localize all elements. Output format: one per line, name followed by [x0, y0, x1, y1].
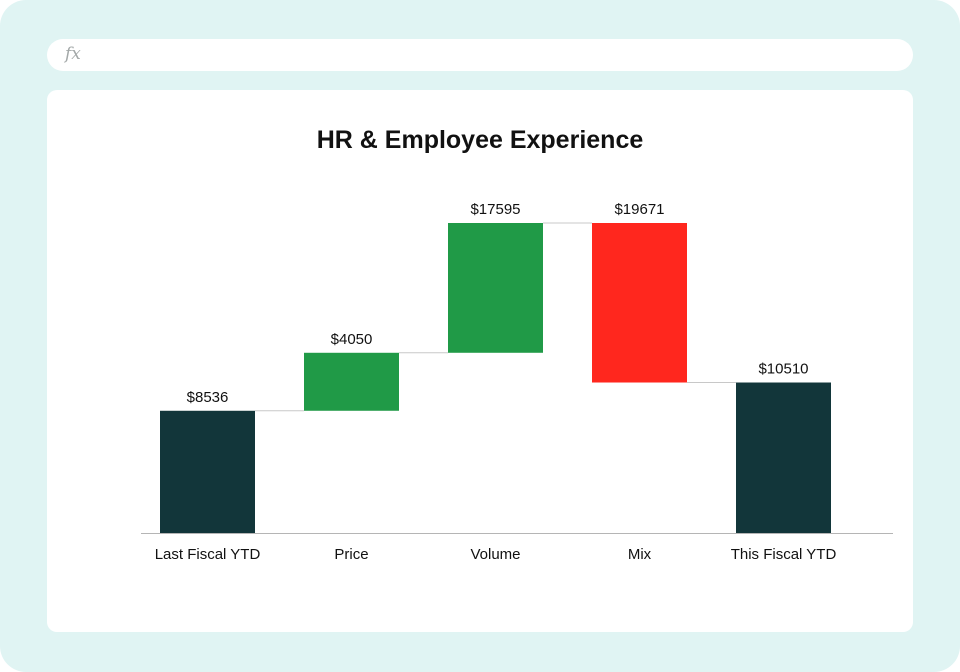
bar-total [736, 382, 831, 533]
data-label: $19671 [614, 201, 664, 218]
data-label: $4050 [331, 331, 373, 348]
bar-decrease [592, 223, 687, 383]
chart-card [47, 90, 913, 632]
bar-total [160, 410, 255, 533]
data-label: $8536 [187, 389, 229, 406]
fx-icon: fx [65, 44, 81, 64]
category-label: Mix [628, 546, 652, 563]
category-label: Volume [470, 546, 520, 563]
category-label: Price [334, 546, 368, 563]
data-label: $10510 [758, 361, 808, 378]
category-label: This Fiscal YTD [731, 546, 837, 563]
formula-bar[interactable]: fx [47, 39, 913, 71]
category-label: Last Fiscal YTD [155, 546, 261, 563]
data-label: $17595 [470, 201, 520, 218]
bar-increase [304, 352, 399, 411]
chart-title: HR & Employee Experience [316, 126, 644, 154]
bar-increase [448, 223, 543, 353]
